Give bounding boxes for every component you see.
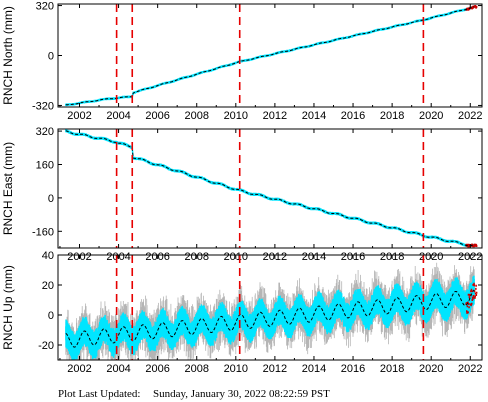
y-tick-label: 320 [36, 1, 54, 13]
y-tick-label: -320 [32, 100, 54, 112]
x-tick-label: 2010 [224, 363, 248, 375]
x-tick-label: 2022 [458, 110, 482, 122]
x-tick-label: 2014 [302, 110, 326, 122]
footer-timestamp: Sunday, January 30, 2022 08:22:59 PST [153, 388, 330, 400]
y-tick-label: 320 [36, 126, 54, 138]
recent-points [465, 282, 478, 314]
x-tick-label: 2004 [106, 363, 130, 375]
plot-area [65, 262, 478, 360]
panel-frame [57, 128, 483, 249]
x-tick-label: 2020 [419, 110, 443, 122]
model-line [65, 289, 475, 348]
y-axis-title: RNCH North (mm) [1, 6, 15, 105]
panel-frame [57, 254, 483, 361]
y-tick-label: 0 [48, 193, 54, 205]
model-line [65, 6, 475, 106]
y-tick-label: 0 [48, 310, 54, 322]
panels: 2002 2004 2006 2008 2010 2012 2014 2016 2018 2020… [1, 1, 483, 375]
panel-1: 2002 2004 2006 2008 2010 2012 2014 2016 2018 2020… [1, 1, 483, 122]
y-tick-label: -160 [32, 226, 54, 238]
x-tick-label: 2002 [67, 363, 91, 375]
observations [65, 5, 475, 107]
x-tick-label: 2004 [106, 110, 130, 122]
x-tick-label: 2018 [380, 363, 404, 375]
plot-area [65, 129, 478, 248]
x-tick-label: 2018 [380, 110, 404, 122]
y-tick-label: 160 [36, 159, 54, 171]
x-tick-label: 2010 [224, 110, 248, 122]
x-tick-label: 2016 [341, 363, 365, 375]
x-tick-label: 2006 [145, 110, 169, 122]
x-tick-label: 2012 [263, 110, 287, 122]
x-tick-label: 2002 [67, 110, 91, 122]
x-tick-label: 2012 [263, 363, 287, 375]
plot-area [65, 5, 478, 107]
x-tick-label: 2016 [341, 110, 365, 122]
x-tick-label: 2022 [458, 363, 482, 375]
panel-2: 2002 2004 2006 2008 2010 2012 2014 2016 2018 2020… [1, 126, 483, 263]
y-tick-label: 20 [42, 280, 54, 292]
y-tick-label: -20 [38, 340, 54, 352]
observations [65, 129, 475, 248]
footer-label: Plot Last Updated: [58, 388, 141, 400]
y-tick-label: 0 [48, 51, 54, 63]
y-axis-title: RNCH Up (mm) [1, 265, 15, 350]
x-tick-label: 2014 [302, 363, 326, 375]
panel-3: 2002 2004 2006 2008 2010 2012 2014 2016 2018 2020… [1, 250, 483, 375]
x-tick-label: 2006 [145, 363, 169, 375]
x-tick-label: 2008 [184, 363, 208, 375]
y-axis-title: RNCH East (mm) [1, 142, 15, 235]
x-tick-label: 2008 [184, 110, 208, 122]
model-line [65, 130, 475, 247]
y-tick-label: 40 [42, 250, 54, 262]
x-tick-label: 2020 [419, 363, 443, 375]
